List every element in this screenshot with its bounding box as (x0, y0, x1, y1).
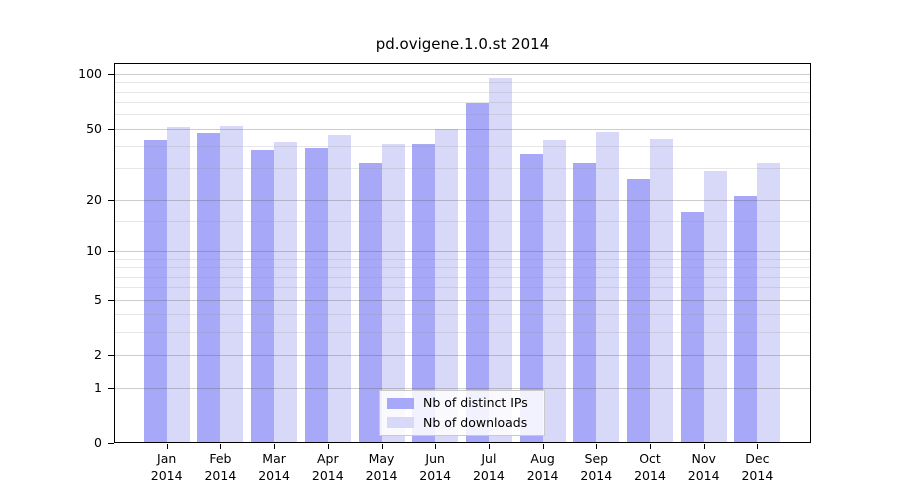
bar-distinct-ips (734, 195, 758, 443)
x-tick-mark (757, 444, 759, 449)
x-tick-mark (220, 444, 222, 449)
bar-distinct-ips (304, 148, 328, 443)
bar-downloads (327, 135, 351, 443)
y-tick-label: 50 (86, 120, 102, 136)
x-tick-label: Dec 2014 (741, 451, 774, 483)
major-gridline (115, 251, 810, 253)
x-tick-label: Sep 2014 (580, 451, 613, 483)
x-tick-mark (381, 444, 383, 449)
x-tick-mark (327, 444, 329, 449)
major-gridline (115, 387, 810, 389)
major-gridline (115, 355, 810, 357)
y-tick-mark (108, 355, 114, 357)
minor-gridline (115, 91, 810, 93)
bar-downloads (703, 171, 727, 443)
y-tick-mark (108, 251, 114, 253)
bar-distinct-ips (197, 133, 221, 443)
x-tick-mark (274, 444, 276, 449)
y-tick-mark (108, 387, 114, 389)
bar-distinct-ips (358, 163, 382, 443)
legend: Nb of distinct IPs Nb of downloads (379, 390, 545, 436)
y-tick-label: 20 (86, 191, 102, 207)
y-tick-mark (108, 74, 114, 76)
bar-downloads (381, 144, 405, 443)
x-tick-label: Feb 2014 (204, 451, 237, 483)
x-tick-label: Mar 2014 (258, 451, 290, 483)
x-tick-mark (650, 444, 651, 449)
bar-downloads (435, 128, 459, 443)
y-tick-label: 1 (94, 379, 102, 395)
x-tick-label: Aug 2014 (526, 451, 559, 483)
legend-swatch-distinct-ips (387, 397, 414, 409)
y-tick-mark (108, 299, 114, 301)
major-gridline (115, 299, 810, 301)
y-tick-label: 10 (86, 243, 102, 259)
y-tick-label: 5 (94, 291, 102, 307)
y-tick-mark (108, 443, 114, 444)
x-tick-mark (166, 444, 168, 449)
legend-label-distinct-ips: Nb of distinct IPs (423, 395, 528, 411)
bar-downloads (488, 78, 512, 443)
minor-gridline (115, 258, 810, 260)
bar-downloads (757, 163, 781, 443)
minor-gridline (115, 221, 810, 223)
y-tick-mark (108, 199, 114, 201)
bar-distinct-ips (680, 211, 704, 443)
minor-gridline (115, 146, 810, 148)
minor-gridline (115, 267, 810, 269)
bar-downloads (274, 142, 298, 443)
minor-gridline (115, 82, 810, 84)
x-tick-mark (435, 444, 437, 449)
minor-gridline (115, 168, 810, 170)
major-gridline (115, 74, 810, 76)
x-tick-label: Apr 2014 (311, 451, 344, 483)
bar-distinct-ips (627, 179, 650, 443)
legend-item-downloads: Nb of downloads (387, 414, 544, 430)
bar-downloads (596, 131, 620, 443)
minor-gridline (115, 114, 810, 116)
bar-downloads (166, 127, 190, 443)
x-tick-mark (542, 444, 544, 449)
x-tick-mark (488, 444, 490, 449)
x-tick-label: Nov 2014 (687, 451, 720, 483)
x-tick-label: May 2014 (365, 451, 398, 483)
x-tick-mark (596, 444, 598, 449)
x-tick-label: Jun 2014 (419, 451, 452, 483)
major-gridline (115, 199, 810, 201)
y-tick-label: 2 (94, 347, 102, 363)
minor-gridline (115, 314, 810, 316)
bar-distinct-ips (573, 163, 597, 443)
bar-downloads (650, 138, 673, 443)
x-tick-mark (703, 444, 705, 449)
legend-item-distinct-ips: Nb of distinct IPs (387, 396, 544, 410)
legend-label-downloads: Nb of downloads (423, 414, 528, 430)
bar-distinct-ips (519, 154, 543, 443)
minor-gridline (115, 102, 810, 104)
major-gridline (115, 128, 810, 130)
x-tick-label: Jan 2014 (150, 451, 183, 483)
y-tick-label: 100 (78, 66, 102, 82)
bar-downloads (542, 140, 566, 443)
minor-gridline (115, 276, 810, 278)
x-tick-label: Oct 2014 (634, 451, 666, 483)
y-tick-label: 0 (94, 435, 102, 450)
y-tick-mark (108, 128, 114, 130)
minor-gridline (115, 287, 810, 289)
bar-distinct-ips (412, 144, 436, 443)
bar-distinct-ips (465, 103, 489, 443)
x-tick-label: Jul 2014 (472, 451, 505, 483)
bar-downloads (220, 125, 244, 443)
minor-gridline (115, 332, 810, 334)
bar-distinct-ips (251, 150, 275, 443)
legend-swatch-downloads (387, 417, 414, 429)
chart-title: pd.ovigene.1.0.st 2014 (375, 35, 550, 53)
bar-distinct-ips (143, 140, 167, 443)
